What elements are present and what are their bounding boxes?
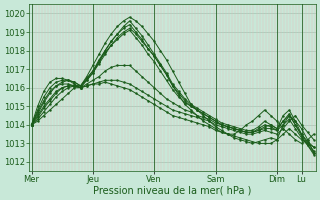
X-axis label: Pression niveau de la mer( hPa ): Pression niveau de la mer( hPa ) — [93, 186, 252, 196]
